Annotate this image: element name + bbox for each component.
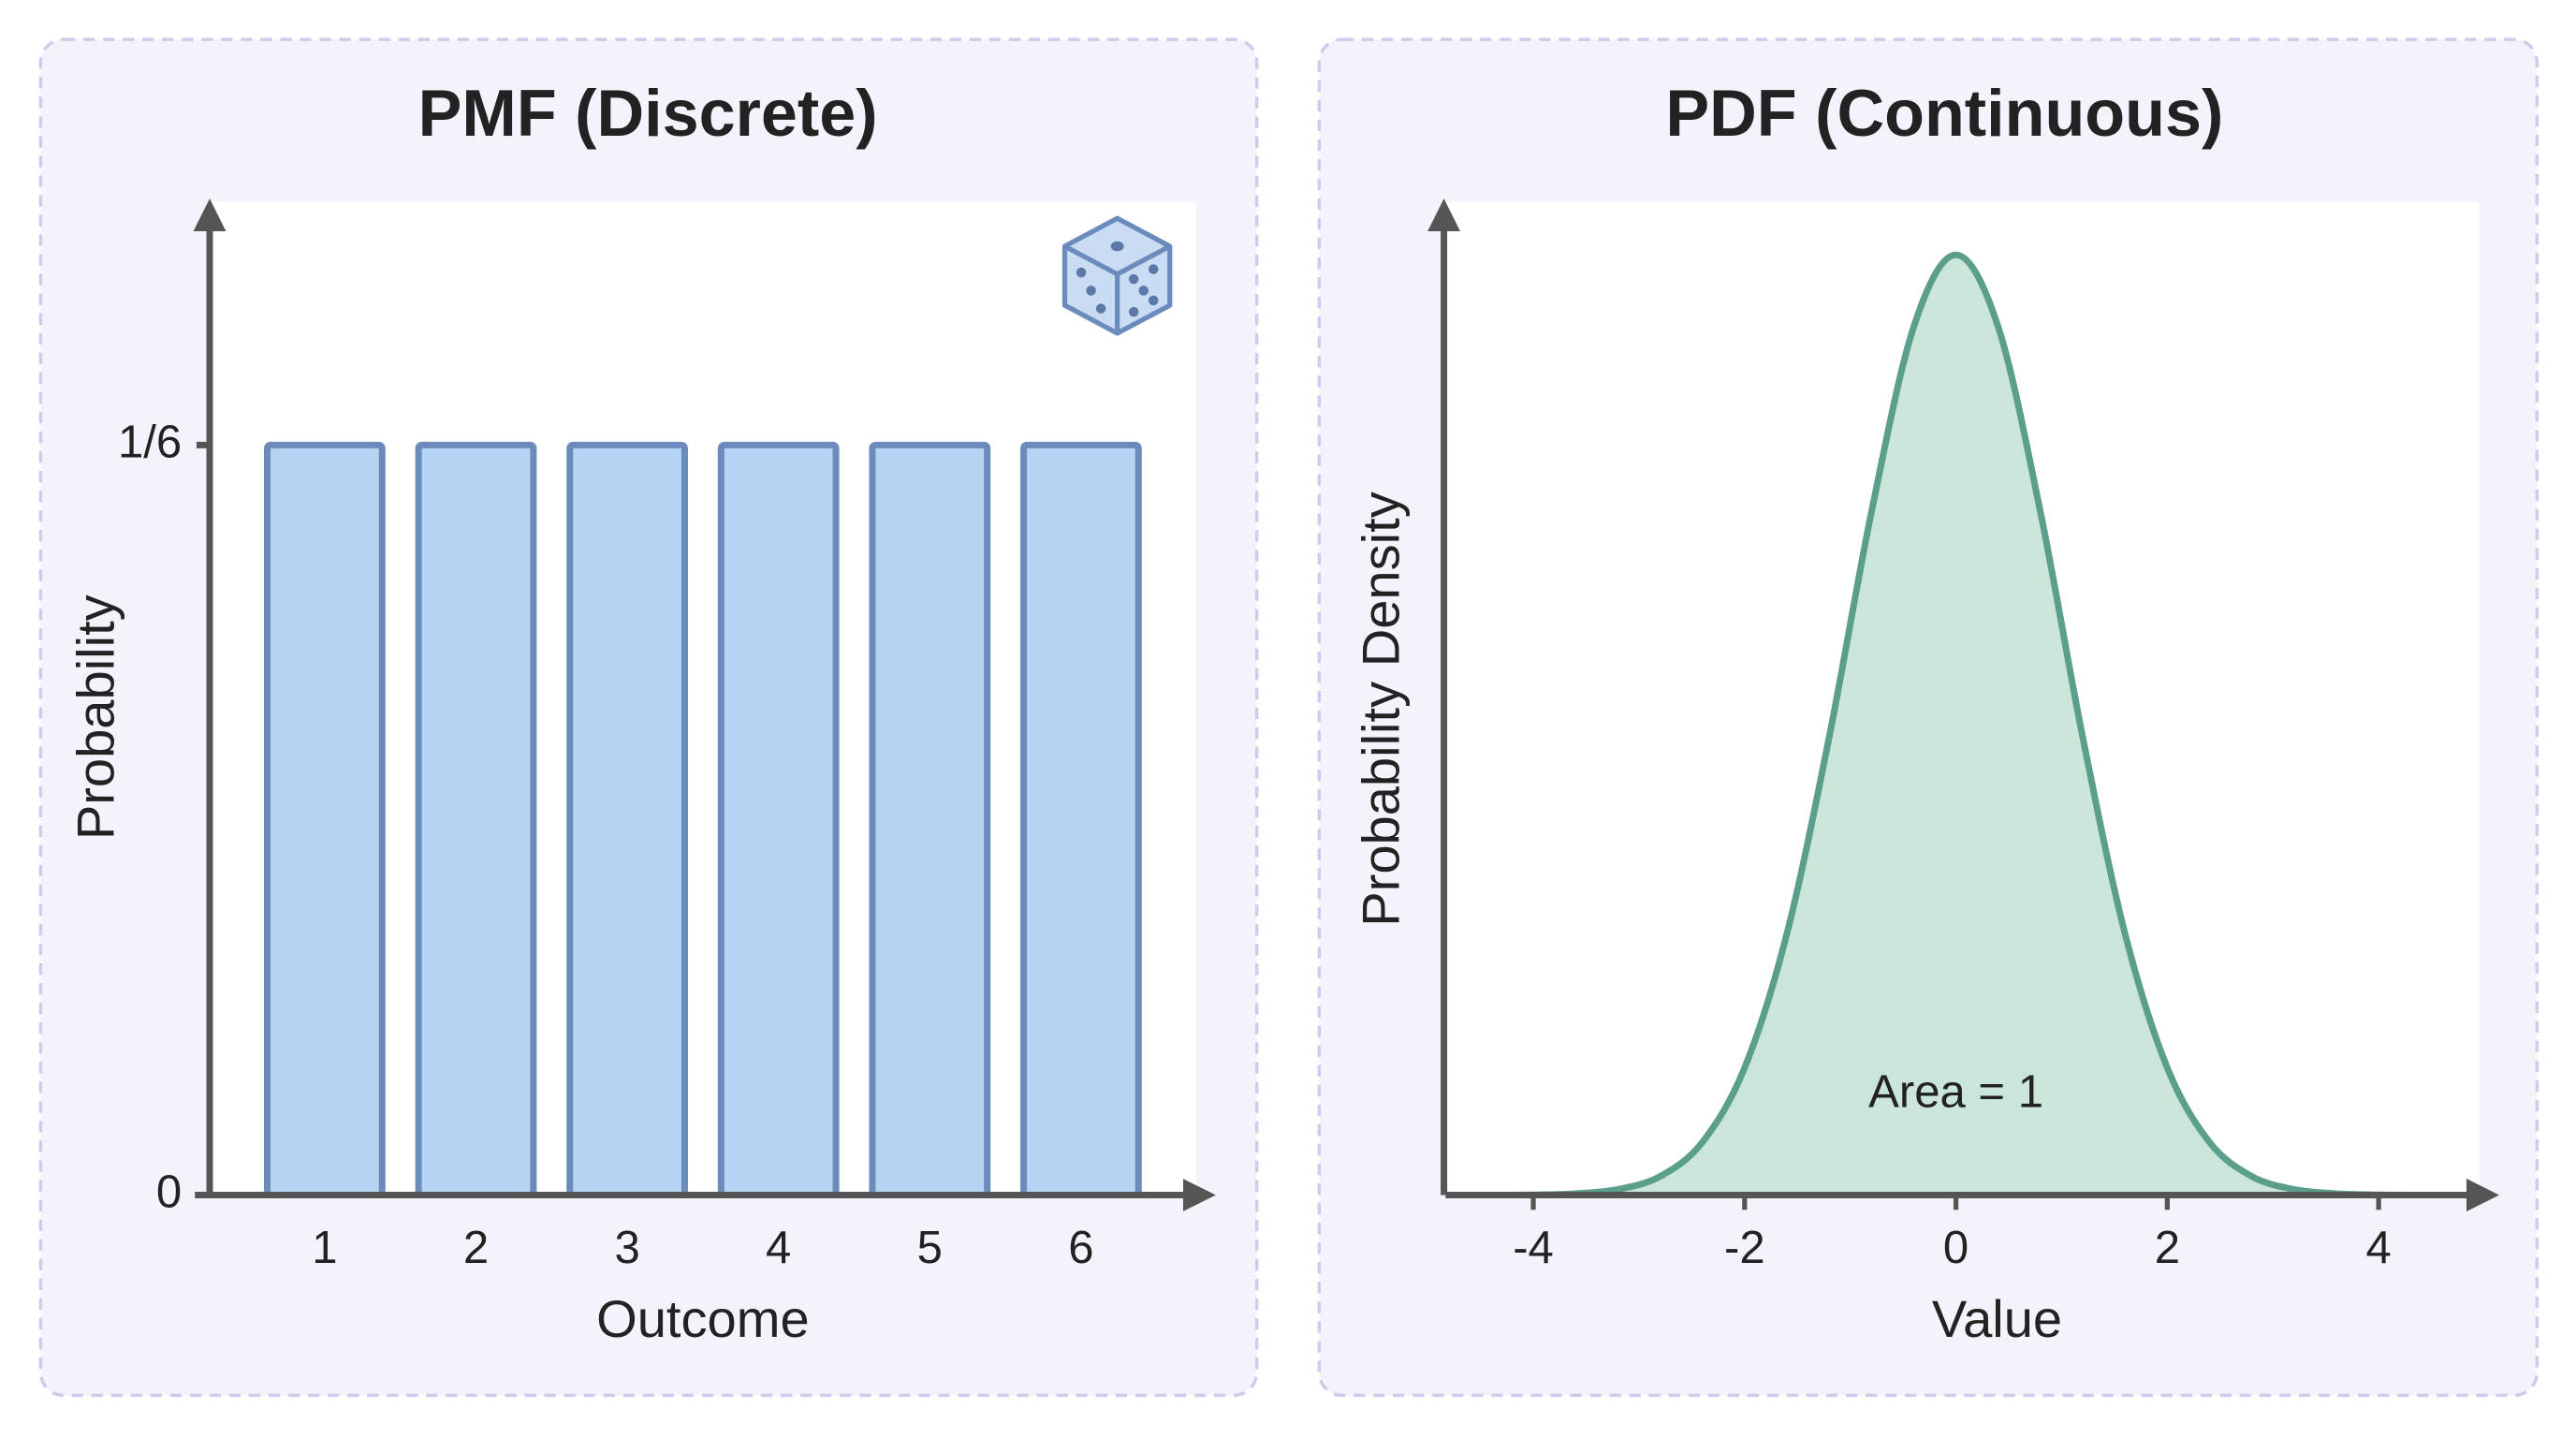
y-tick-label: 0 <box>156 1167 182 1217</box>
chart-title: PMF (Discrete) <box>418 77 878 150</box>
x-tick-label: 5 <box>917 1223 943 1273</box>
x-tick-label: 4 <box>2365 1223 2391 1273</box>
y-tick-label: 1/6 <box>118 417 182 467</box>
chart-title: PDF (Continuous) <box>1665 77 2223 150</box>
bar <box>264 441 386 1198</box>
area-fill <box>1448 255 2464 1196</box>
x-tick-label: 2 <box>463 1223 489 1273</box>
x-tick-label: 2 <box>2155 1223 2180 1273</box>
x-tick-label: 0 <box>1943 1223 1969 1273</box>
density-line <box>1448 251 2464 1199</box>
bar <box>415 441 537 1198</box>
bar <box>1020 441 1142 1198</box>
dice-icon <box>1061 215 1173 336</box>
y-axis-label: Probability Density <box>1351 492 1410 927</box>
x-tick-label: 6 <box>1068 1223 1093 1273</box>
x-tick-label: 3 <box>614 1223 639 1273</box>
x-tick-label: -2 <box>1724 1223 1765 1273</box>
bar <box>869 441 991 1198</box>
x-tick-label: 1 <box>312 1223 337 1273</box>
annotation: Area = 1 <box>1868 1067 2043 1118</box>
x-tick-label: -4 <box>1513 1223 1554 1273</box>
bar <box>717 441 840 1198</box>
x-axis-label: Value <box>1932 1289 2062 1348</box>
x-axis-label: Outcome <box>596 1289 810 1348</box>
bar <box>566 441 688 1198</box>
y-axis-label: Probability <box>66 594 124 840</box>
x-tick-label: 4 <box>766 1223 791 1273</box>
